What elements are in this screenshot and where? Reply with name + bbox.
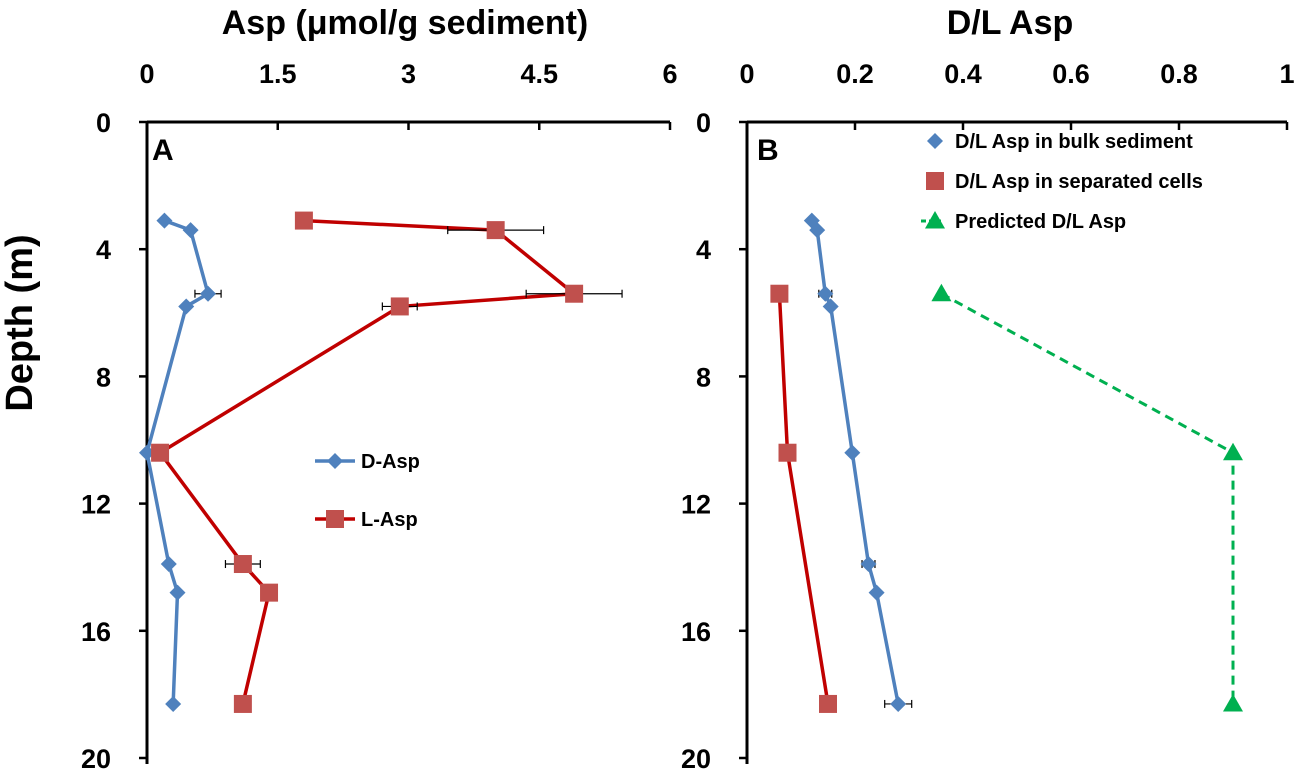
data-point-predicted-d-l-asp (931, 283, 952, 302)
data-point-predicted-d-l-asp (1223, 693, 1243, 712)
x-tick-label: 0.6 (1052, 59, 1090, 89)
y-tick-label: 16 (681, 617, 711, 647)
x-tick-label: 0.2 (836, 59, 874, 89)
chart-b-series-lines (777, 219, 1235, 705)
y-tick-label: 8 (96, 362, 111, 392)
x-tick-label: 0.4 (944, 59, 982, 89)
data-point-d-l-asp-in-bulk-sediment (868, 584, 885, 601)
y-tick-label: 4 (96, 235, 111, 265)
data-point-l-asp (486, 221, 505, 240)
legend-label-d-asp: D-Asp (361, 451, 420, 473)
data-point-d-l-asp-in-separated-cells (770, 284, 789, 303)
x-tick-label: 3 (401, 59, 416, 89)
chart-a-title: Asp (μmol/g sediment) (222, 4, 589, 42)
x-tick-label: 0 (739, 59, 754, 89)
chart-panel-b: D/L Asp B 0 0.2 0.4 0.6 0.8 1 0 4 8 12 16 20 D/L As… (681, 4, 1295, 774)
x-tick-label: 4.5 (520, 59, 558, 89)
data-point-d-l-asp-in-bulk-sediment (890, 695, 907, 712)
data-point-l-asp (390, 297, 409, 316)
legend-label-d-l-asp-in-bulk-sediment: D/L Asp in bulk sediment (955, 131, 1193, 153)
data-point-d-asp (139, 444, 155, 461)
legend-marker-l-asp (326, 510, 344, 528)
data-point-d-l-asp-in-bulk-sediment (822, 298, 839, 315)
legend-label-d-l-asp-in-separated-cells: D/L Asp in separated cells (955, 171, 1203, 193)
legend-marker-d-l-asp-in-bulk-sediment (927, 133, 943, 149)
x-tick-label: 1.5 (259, 59, 297, 89)
y-tick-label: 0 (696, 108, 711, 138)
x-tick-label: 0 (139, 59, 154, 89)
y-tick-label: 4 (696, 235, 711, 265)
data-point-d-l-asp-in-separated-cells (819, 694, 837, 713)
data-point-l-asp (294, 211, 313, 230)
data-point-d-asp (165, 695, 182, 712)
data-point-d-l-asp-in-bulk-sediment (844, 444, 861, 461)
y-tick-label: 0 (96, 108, 111, 138)
chart-b-title: D/L Asp (947, 4, 1074, 42)
x-tick-label: 0.8 (1160, 59, 1198, 89)
data-point-predicted-d-l-asp (1223, 442, 1243, 461)
data-point-d-l-asp-in-bulk-sediment (809, 222, 826, 239)
data-point-d-l-asp-in-bulk-sediment (860, 556, 877, 573)
data-point-d-l-asp-in-separated-cells (778, 443, 797, 462)
data-point-d-asp (169, 584, 186, 601)
legend-label-l-asp: L-Asp (361, 509, 418, 531)
legend-marker-predicted-d-l-asp (925, 211, 945, 229)
x-tick-label: 6 (662, 59, 677, 89)
y-tick-label: 20 (681, 744, 711, 774)
series-line-d-l-asp-in-separated-cells (777, 293, 830, 705)
chart-b-error-bars (818, 289, 913, 708)
data-point-d-l-asp-in-bulk-sediment (817, 285, 834, 302)
y-tick-label: 16 (81, 617, 111, 647)
data-point-d-asp (182, 222, 199, 239)
chart-a-legend: D-Asp L-Asp (315, 451, 420, 531)
chart-b-markers (770, 212, 1243, 713)
chart-b-legend: D/L Asp in bulk sediment D/L Asp in separ… (921, 131, 1203, 233)
data-point-l-asp (260, 583, 279, 602)
data-point-d-asp (160, 556, 177, 573)
x-tick-label: 1 (1279, 59, 1294, 89)
series-line-predicted-d-l-asp (940, 292, 1235, 704)
chart-panel-a: Asp (μmol/g sediment) A 0 1.5 3 4.5 6 0 4 8 12 16… (81, 4, 678, 774)
data-point-l-asp (233, 555, 252, 574)
y-tick-label: 12 (681, 490, 711, 520)
data-point-d-asp (178, 298, 195, 315)
data-point-l-asp (233, 694, 252, 713)
chart-a-panel-label: A (152, 134, 174, 167)
legend-label-predicted-d-l-asp: Predicted D/L Asp (955, 211, 1126, 233)
chart-a-axes: 0 1.5 3 4.5 6 0 4 8 12 16 20 (81, 59, 678, 774)
chart-b-panel-label: B (757, 134, 779, 167)
y-tick-label: 8 (696, 362, 711, 392)
chart-b-axes: 0 0.2 0.4 0.6 0.8 1 0 4 8 12 16 20 (681, 59, 1295, 774)
data-point-d-asp (200, 285, 217, 302)
legend-marker-d-l-asp-in-separated-cells (926, 172, 944, 190)
y-tick-label: 12 (81, 490, 111, 520)
series-line-d-asp (145, 218, 210, 705)
legend-marker-d-asp (327, 453, 343, 469)
y-axis-label: Depth (m) (0, 234, 41, 411)
chart-a-markers (139, 211, 584, 713)
data-point-l-asp (565, 284, 584, 303)
data-point-l-asp (151, 443, 170, 462)
y-tick-label: 20 (81, 744, 111, 774)
data-point-d-asp (156, 212, 173, 229)
